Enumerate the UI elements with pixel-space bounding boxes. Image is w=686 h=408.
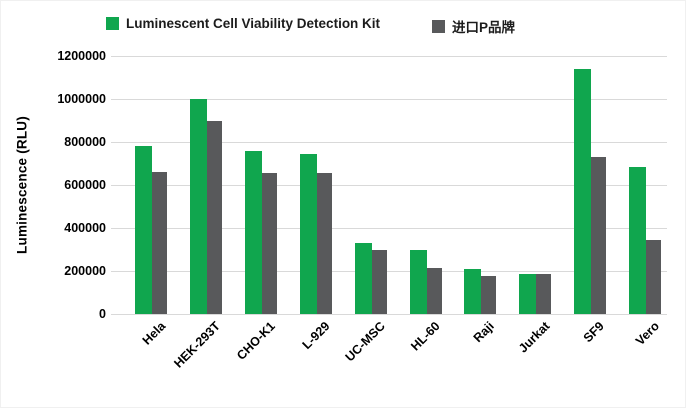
bar-uc-msc-import (371, 249, 387, 314)
gridline (111, 271, 667, 272)
plot-area (111, 56, 667, 315)
bar-l-929-kit (299, 153, 317, 314)
gridline (111, 142, 667, 143)
bar-raji-import (481, 276, 497, 314)
bar-sf9-import (591, 157, 607, 314)
y-tick-label: 1000000 (57, 92, 106, 106)
bar-l-929-import (316, 173, 332, 314)
gridline (111, 314, 667, 315)
x-tick-label: Vero (632, 319, 662, 349)
x-tick-label: Hela (139, 319, 168, 348)
bar-hela-import (152, 172, 167, 314)
gridline (111, 99, 667, 100)
bar-vero-kit (629, 166, 647, 314)
bar-jurkat-import (536, 273, 552, 314)
bar-hek-293t-kit (189, 99, 207, 314)
x-tick-label: HL-60 (407, 319, 443, 354)
gridline (111, 56, 667, 57)
bar-hl-60-import (426, 267, 442, 314)
x-tick-label: HEK-293T (171, 319, 223, 371)
legend-item-import-brand: 进口P品牌 (432, 16, 515, 36)
bar-cho-k1-import (261, 173, 277, 314)
y-tick-label: 400000 (64, 221, 106, 235)
legend-item-kit: Luminescent Cell Viability Detection Kit (106, 16, 380, 31)
x-tick-label: CHO-K1 (233, 319, 278, 363)
legend-swatch-import-icon (432, 19, 445, 33)
bar-hek-293t-import (206, 120, 222, 314)
x-tick-label: Raji (471, 319, 498, 346)
y-tick-label: 200000 (64, 264, 106, 278)
y-tick-label: 0 (99, 307, 106, 321)
bar-uc-msc-kit (354, 243, 372, 314)
y-tick-label: 800000 (64, 135, 106, 149)
y-tick-label: 1200000 (57, 49, 106, 63)
legend-label-kit: Luminescent Cell Viability Detection Kit (126, 16, 381, 31)
gridline (111, 185, 667, 186)
x-tick-label: L-929 (299, 319, 333, 352)
legend-label-import-brand: 进口P品牌 (452, 20, 516, 35)
bar-jurkat-kit (519, 274, 537, 314)
legend-swatch-kit-icon (106, 17, 119, 30)
x-tick-label: Jurkat (515, 319, 553, 356)
bar-cho-k1-kit (244, 150, 262, 314)
bar-raji-kit (464, 268, 482, 314)
bar-hela-kit (135, 146, 152, 314)
x-tick-label: UC-MSC (342, 319, 388, 365)
bar-vero-import (646, 239, 662, 314)
y-tick-label: 600000 (64, 178, 106, 192)
bar-sf9-kit (574, 68, 592, 314)
gridline (111, 228, 667, 229)
bar-hl-60-kit (409, 250, 427, 314)
x-tick-label: SF9 (580, 319, 608, 346)
